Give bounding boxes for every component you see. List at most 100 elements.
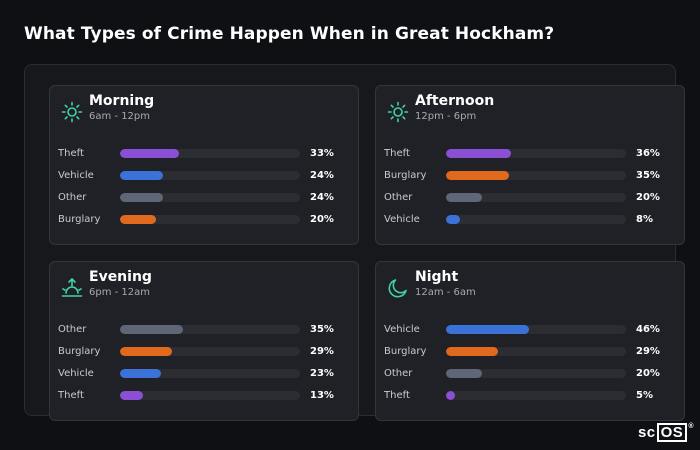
card-title: Evening	[89, 269, 152, 285]
bar-track	[120, 369, 300, 378]
crime-type-label: Other	[58, 192, 87, 203]
crime-row: Theft 36%	[384, 146, 678, 168]
card-time-range: 6pm - 12am	[89, 287, 151, 298]
crime-type-label: Vehicle	[58, 170, 94, 181]
crime-bar-list: Theft 33% Vehicle 24% Other 24% Burglary 20%	[58, 146, 352, 234]
bar-fill	[446, 391, 455, 400]
crime-row: Vehicle 8%	[384, 212, 678, 234]
crime-type-label: Other	[384, 368, 413, 379]
moon-icon	[386, 276, 410, 300]
crime-type-label: Theft	[384, 148, 410, 159]
bar-fill	[120, 325, 183, 334]
card-night: Night 12am - 6am Vehicle 46% Burglary 29% Ot…	[375, 261, 685, 421]
crime-type-label: Burglary	[58, 214, 101, 225]
crime-row: Theft 33%	[58, 146, 352, 168]
bar-fill	[446, 347, 499, 356]
bar-fill	[446, 149, 511, 158]
crime-row: Burglary 20%	[58, 212, 352, 234]
crime-type-label: Other	[58, 324, 87, 335]
crime-bar-list: Theft 36% Burglary 35% Other 20% Vehicle 8%	[384, 146, 678, 234]
crime-percentage: 20%	[636, 192, 660, 203]
bar-track	[446, 171, 626, 180]
crime-row: Burglary 29%	[58, 344, 352, 366]
bar-fill	[446, 369, 482, 378]
crime-percentage: 20%	[636, 368, 660, 379]
bar-fill	[446, 215, 461, 224]
bar-track	[120, 149, 300, 158]
crime-type-label: Burglary	[384, 346, 427, 357]
bar-track	[120, 391, 300, 400]
logo-text: sc	[637, 424, 656, 441]
crime-percentage: 35%	[310, 324, 334, 335]
card-evening: Evening 6pm - 12am Other 35% Burglary 29% Ve…	[49, 261, 359, 421]
bar-track	[446, 193, 626, 202]
bar-fill	[120, 369, 162, 378]
crime-type-label: Theft	[384, 390, 410, 401]
bar-fill	[120, 347, 173, 356]
logo-text-boxed: OS	[656, 423, 688, 442]
bar-fill	[120, 171, 164, 180]
logo-registered-mark: ®	[688, 423, 694, 430]
crime-percentage: 46%	[636, 324, 660, 335]
bar-track	[446, 325, 626, 334]
bar-track	[120, 347, 300, 356]
crime-type-label: Vehicle	[58, 368, 94, 379]
crime-type-label: Vehicle	[384, 214, 420, 225]
bar-fill	[446, 193, 482, 202]
card-morning: Morning 6am - 12pm Theft 33% Vehicle 24% Oth…	[49, 85, 359, 245]
bar-fill	[446, 171, 509, 180]
card-time-range: 12pm - 6pm	[415, 111, 477, 122]
crime-type-label: Theft	[58, 390, 84, 401]
crime-percentage: 24%	[310, 170, 334, 181]
page-title: What Types of Crime Happen When in Great…	[24, 24, 555, 44]
bar-track	[120, 171, 300, 180]
crime-type-label: Theft	[58, 148, 84, 159]
bar-fill	[120, 215, 156, 224]
sunset-icon	[60, 276, 84, 300]
crime-row: Burglary 29%	[384, 344, 678, 366]
sun-icon	[60, 100, 84, 124]
bar-track	[446, 347, 626, 356]
card-afternoon: Afternoon 12pm - 6pm Theft 36% Burglary 35%…	[375, 85, 685, 245]
crime-type-label: Burglary	[384, 170, 427, 181]
crime-type-label: Vehicle	[384, 324, 420, 335]
crime-row: Burglary 35%	[384, 168, 678, 190]
scos-logo: sc OS ®	[638, 423, 694, 442]
bar-track	[120, 325, 300, 334]
card-title: Night	[415, 269, 459, 285]
crime-row: Theft 13%	[58, 388, 352, 410]
bar-track	[446, 149, 626, 158]
crime-percentage: 36%	[636, 148, 660, 159]
crime-percentage: 29%	[310, 346, 334, 357]
crime-percentage: 13%	[310, 390, 334, 401]
bar-track	[446, 215, 626, 224]
crime-percentage: 23%	[310, 368, 334, 379]
crime-percentage: 24%	[310, 192, 334, 203]
bar-fill	[120, 193, 164, 202]
bar-fill	[120, 391, 144, 400]
crime-row: Theft 5%	[384, 388, 678, 410]
crime-percentage: 29%	[636, 346, 660, 357]
bar-fill	[446, 325, 529, 334]
bar-fill	[120, 149, 180, 158]
crime-row: Other 24%	[58, 190, 352, 212]
crime-bar-list: Other 35% Burglary 29% Vehicle 23% Theft 13%	[58, 322, 352, 410]
crime-row: Other 35%	[58, 322, 352, 344]
card-time-range: 6am - 12pm	[89, 111, 151, 122]
crime-percentage: 8%	[636, 214, 653, 225]
crime-row: Vehicle 24%	[58, 168, 352, 190]
crime-percentage: 33%	[310, 148, 334, 159]
crime-row: Vehicle 23%	[58, 366, 352, 388]
crime-row: Other 20%	[384, 190, 678, 212]
card-title: Afternoon	[415, 93, 495, 109]
bar-track	[120, 215, 300, 224]
crime-type-label: Burglary	[58, 346, 101, 357]
crime-percentage: 5%	[636, 390, 653, 401]
crime-row: Other 20%	[384, 366, 678, 388]
crime-bar-list: Vehicle 46% Burglary 29% Other 20% Theft 5%	[384, 322, 678, 410]
crime-percentage: 35%	[636, 170, 660, 181]
card-time-range: 12am - 6am	[415, 287, 476, 298]
bar-track	[120, 193, 300, 202]
bar-track	[446, 391, 626, 400]
crime-row: Vehicle 46%	[384, 322, 678, 344]
